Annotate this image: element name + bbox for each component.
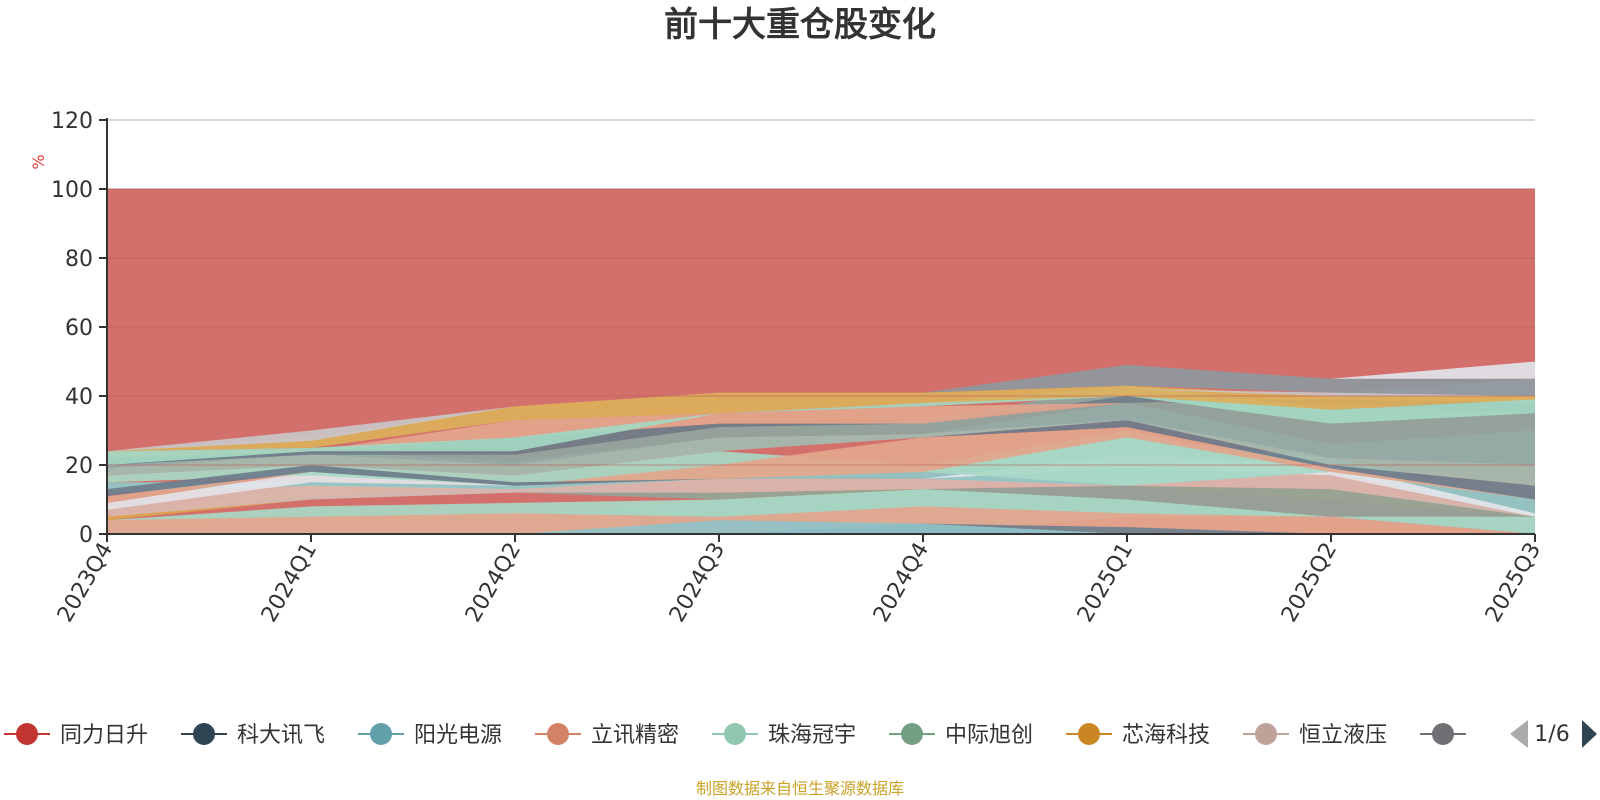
legend-circle-marker — [370, 723, 392, 745]
legend-circle-marker — [724, 723, 746, 745]
legend-circle-marker — [1078, 723, 1100, 745]
legend-item[interactable]: 中际旭创 — [889, 723, 1033, 748]
legend-item[interactable] — [1420, 723, 1466, 745]
legend-label: 立讯精密 — [591, 723, 679, 748]
series-area — [107, 420, 1535, 500]
area-series-group — [107, 188, 1535, 534]
legend-circle-marker — [1432, 723, 1454, 745]
y-tick-label: 120 — [51, 109, 93, 134]
legend-pager: 1/6 — [1510, 720, 1597, 748]
data-source-footer: 制图数据来自恒生聚源数据库 — [696, 779, 904, 798]
x-tick-label: 2024Q3 — [665, 539, 730, 627]
legend-item[interactable]: 立讯精密 — [535, 723, 679, 748]
series-area — [107, 416, 1535, 486]
series-area — [107, 506, 1535, 534]
legend-circle-marker — [547, 723, 569, 745]
y-tick-label: 60 — [65, 316, 93, 341]
legend-label: 恒立液压 — [1299, 723, 1387, 748]
series-area — [107, 378, 1535, 452]
x-tick-label: 2025Q2 — [1277, 539, 1342, 627]
y-tick-label: 40 — [65, 385, 93, 410]
x-tick-label: 2023Q4 — [53, 539, 118, 627]
legend-label: 中际旭创 — [945, 723, 1033, 748]
series-area — [107, 520, 1535, 534]
legend-label: 同力日升 — [60, 723, 148, 748]
legend-label: 珠海冠宇 — [768, 723, 856, 748]
legend-item[interactable]: 同力日升 — [4, 723, 148, 748]
legend-circle-marker — [901, 723, 923, 745]
x-tick-label: 2025Q1 — [1073, 539, 1138, 627]
series-area — [107, 385, 1535, 469]
legend: 同力日升 科大讯飞 阳光电源 立讯精密 珠海冠宇 中际旭创 芯海科技 恒立液压 — [4, 723, 1466, 748]
series-area — [107, 385, 1535, 465]
series-area — [107, 385, 1535, 452]
x-axis-ticks: 2023Q4 2024Q1 2024Q2 2024Q3 2024Q4 2025Q1 2025… — [53, 534, 1546, 627]
legend-circle-marker — [1255, 723, 1277, 745]
x-tick-label: 2024Q4 — [869, 539, 934, 627]
legend-label: 阳光电源 — [414, 723, 502, 748]
y-axis-ticks: 0 20 40 60 80 100 120 — [51, 109, 107, 548]
legend-page-indicator: 1/6 — [1534, 722, 1569, 747]
legend-item[interactable]: 芯海科技 — [1066, 723, 1210, 748]
x-tick-label: 2024Q1 — [257, 539, 322, 627]
y-tick-label: 100 — [51, 178, 93, 203]
x-tick-label: 2025Q3 — [1481, 539, 1546, 627]
legend-circle-marker — [193, 723, 215, 745]
y-tick-label: 0 — [79, 523, 93, 548]
legend-item[interactable]: 恒立液压 — [1243, 723, 1387, 748]
legend-label: 芯海科技 — [1122, 723, 1210, 748]
legend-item[interactable]: 阳光电源 — [358, 723, 502, 748]
legend-label: 科大讯飞 — [237, 723, 325, 748]
chart-title: 前十大重仓股变化 — [664, 5, 936, 45]
triangle-left-icon[interactable] — [1510, 720, 1528, 748]
series-area — [107, 364, 1535, 452]
triangle-right-icon[interactable] — [1582, 720, 1597, 748]
legend-item[interactable]: 珠海冠宇 — [712, 723, 856, 748]
y-tick-label: 80 — [65, 247, 93, 272]
y-axis-unit-label: % — [29, 154, 48, 169]
legend-item[interactable]: 科大讯飞 — [181, 723, 325, 748]
x-tick-label: 2024Q2 — [461, 539, 526, 627]
legend-circle-marker — [16, 723, 38, 745]
y-tick-label: 20 — [65, 454, 93, 479]
